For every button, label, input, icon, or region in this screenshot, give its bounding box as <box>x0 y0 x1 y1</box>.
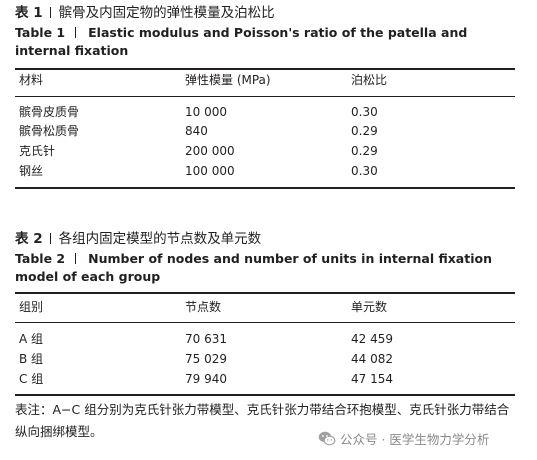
cell-units: 47 154 <box>351 372 393 386</box>
header-unit-count: 单元数 <box>351 300 388 314</box>
table-row: 髌骨皮质骨 10 000 0.30 <box>15 103 515 122</box>
cell-material: 克氏针 <box>19 144 56 158</box>
table-1-caption-en: Table 1 Elastic modulus and Poisson's rat… <box>15 24 515 60</box>
cell-modulus: 100 000 <box>185 164 235 178</box>
header-material: 材料 <box>19 73 44 87</box>
cell-modulus: 840 <box>185 124 208 138</box>
caption-separator <box>49 233 51 244</box>
top-rule <box>15 292 515 294</box>
cell-units: 42 459 <box>351 332 393 346</box>
table-2: 表 2 各组内固定模型的节点数及单元数 Table 2 Number of node… <box>15 230 515 396</box>
header-rule <box>15 96 515 97</box>
table-2-title-en: Number of nodes and number of units in i… <box>15 251 492 284</box>
cell-material: 髌骨皮质骨 <box>19 105 80 119</box>
table-1-caption-cn: 表 1 髌骨及内固定物的弹性模量及泊松比 <box>15 4 515 22</box>
cell-nodes: 70 631 <box>185 332 227 346</box>
table-2-title-cn: 各组内固定模型的节点数及单元数 <box>58 231 262 247</box>
cell-group: B 组 <box>19 352 44 366</box>
table-row: C 组 79 940 47 154 <box>15 370 515 389</box>
header-poisson-ratio: 泊松比 <box>351 73 388 87</box>
table-2-label-cn: 表 2 <box>15 231 43 247</box>
header-elastic-modulus: 弹性模量 (MPa) <box>185 73 271 87</box>
table-footnote: 表注：A−C 组分别为克氏针张力带模型、克氏针张力带结合环抱模型、克氏针张力带结… <box>15 402 510 439</box>
table-header: 组别 节点数 单元数 <box>15 298 515 317</box>
cell-group: C 组 <box>19 372 44 386</box>
cell-nodes: 79 940 <box>185 372 227 386</box>
watermark: 公众号 · 医学生物力学分析 <box>316 429 492 448</box>
caption-separator <box>75 27 77 38</box>
bottom-rule <box>15 394 515 396</box>
table-1-title-cn: 髌骨及内固定物的弹性模量及泊松比 <box>58 5 275 21</box>
cell-material: 钢丝 <box>19 164 44 178</box>
table-1-title-en: Elastic modulus and Poisson's ratio of t… <box>15 25 468 58</box>
table-2-caption-en: Table 2 Number of nodes and number of uni… <box>15 250 515 286</box>
cell-nodes: 75 029 <box>185 352 227 366</box>
table-2-caption-cn: 表 2 各组内固定模型的节点数及单元数 <box>15 230 515 248</box>
bottom-rule <box>15 187 515 189</box>
table-header: 材料 弹性模量 (MPa) 泊松比 <box>15 71 515 90</box>
table-2-label-en: Table 2 <box>15 251 66 266</box>
cell-poisson: 0.29 <box>351 144 378 158</box>
header-node-count: 节点数 <box>185 300 222 314</box>
watermark-text: 公众号 · 医学生物力学分析 <box>340 432 490 447</box>
cell-poisson: 0.30 <box>351 105 378 119</box>
cell-poisson: 0.30 <box>351 164 378 178</box>
table-row: 钢丝 100 000 0.30 <box>15 162 515 181</box>
cell-group: A 组 <box>19 332 44 346</box>
table-row: A 组 70 631 42 459 <box>15 330 515 349</box>
cell-units: 44 082 <box>351 352 393 366</box>
cell-poisson: 0.29 <box>351 124 378 138</box>
header-rule <box>15 322 515 323</box>
table-row: 髌骨松质骨 840 0.29 <box>15 122 515 141</box>
caption-separator <box>75 253 77 264</box>
table-1-label-cn: 表 1 <box>15 5 43 21</box>
cell-modulus: 200 000 <box>185 144 235 158</box>
caption-separator <box>49 7 51 18</box>
cell-material: 髌骨松质骨 <box>19 124 80 138</box>
cell-modulus: 10 000 <box>185 105 227 119</box>
table-row: B 组 75 029 44 082 <box>15 350 515 369</box>
header-group: 组别 <box>19 300 44 314</box>
top-rule <box>15 68 515 70</box>
table-row: 克氏针 200 000 0.29 <box>15 142 515 161</box>
wechat-icon <box>318 431 336 446</box>
table-1-label-en: Table 1 <box>15 25 66 40</box>
table-1: 表 1 髌骨及内固定物的弹性模量及泊松比 Table 1 Elastic modul… <box>15 4 515 189</box>
